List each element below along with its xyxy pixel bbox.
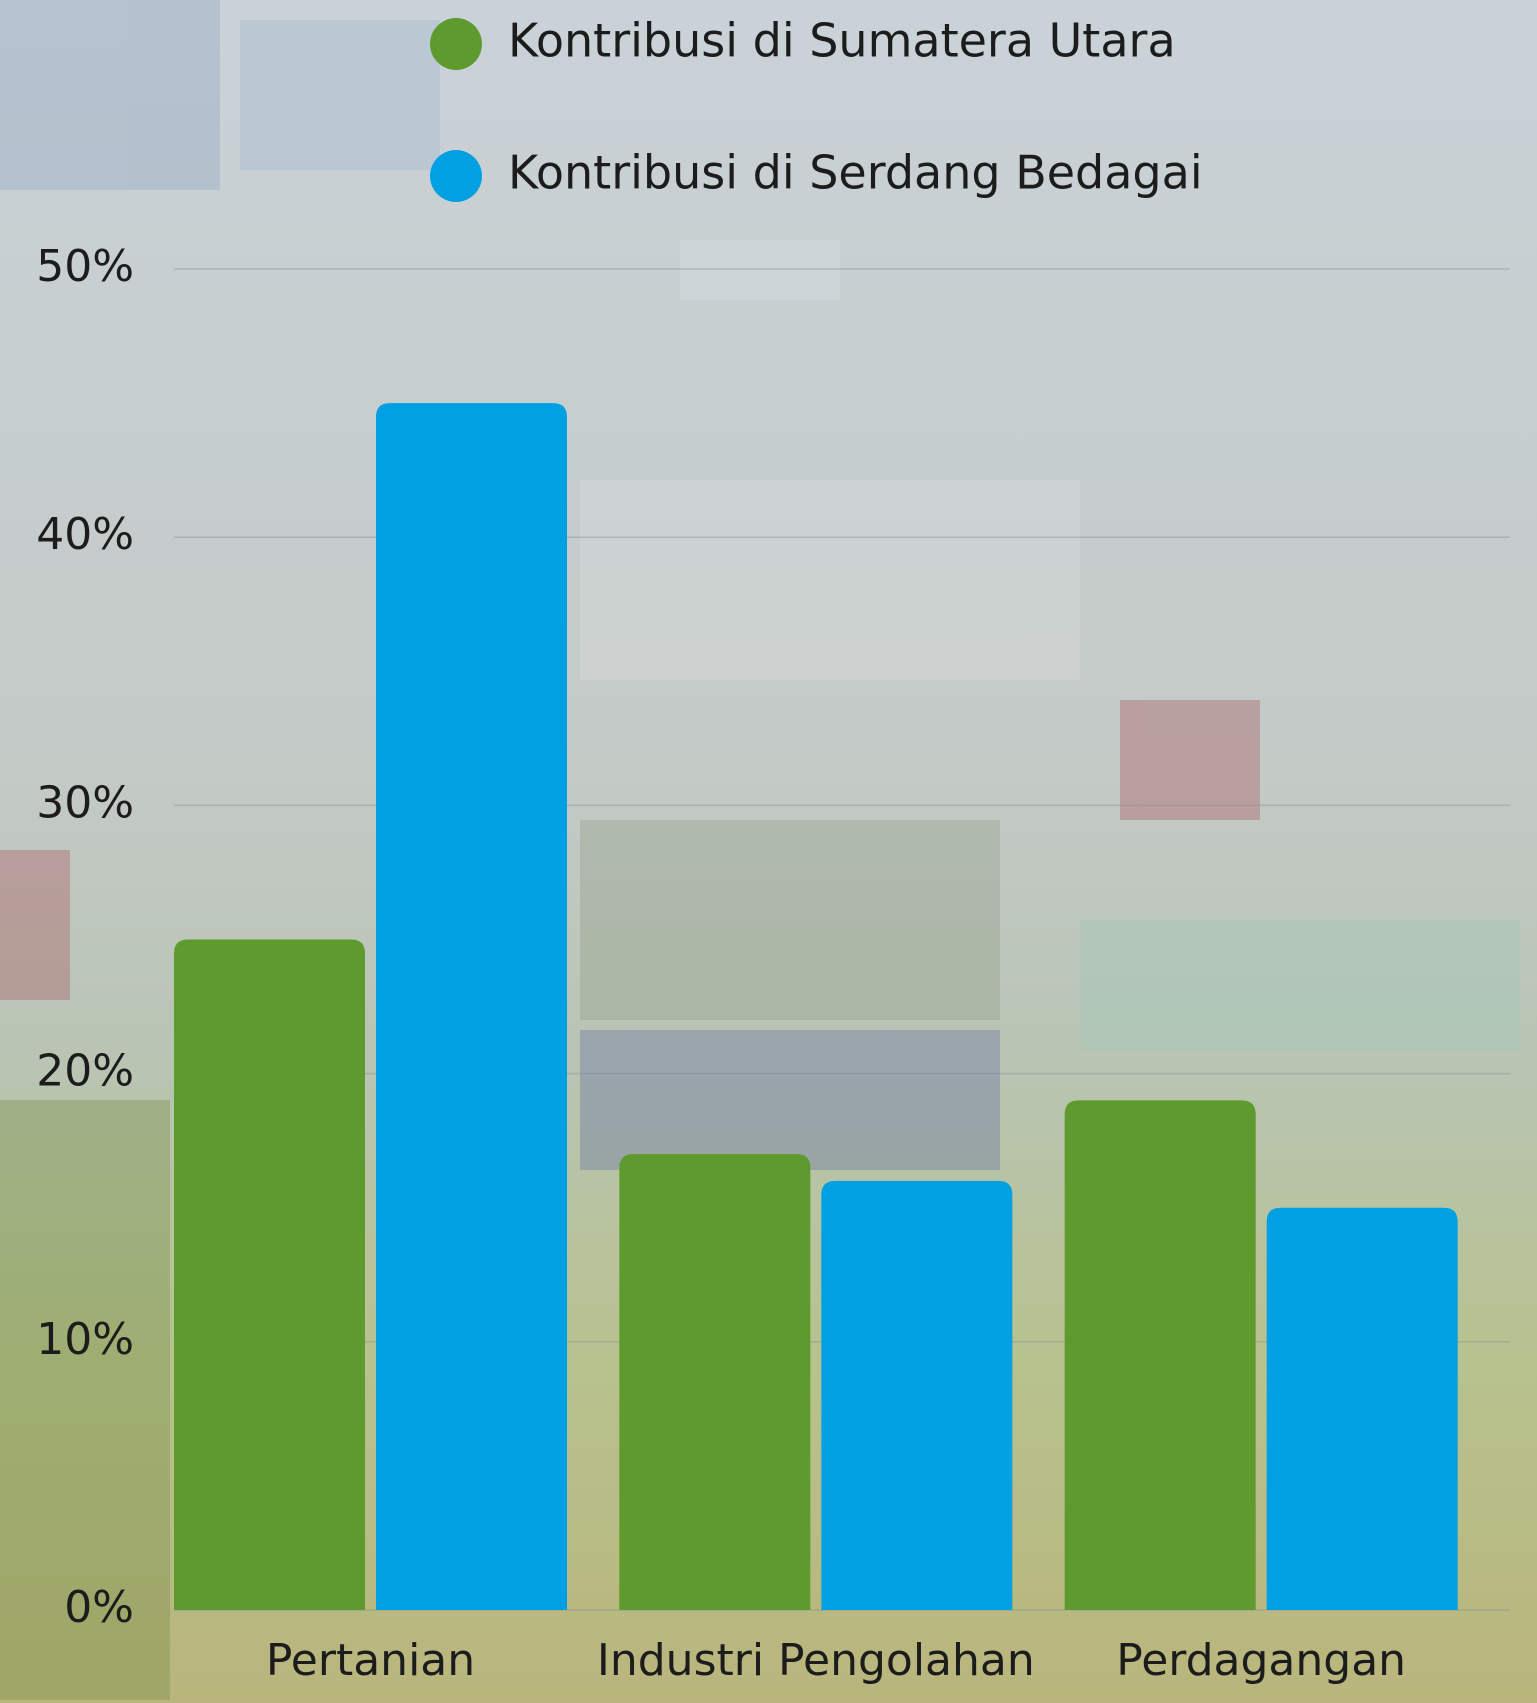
y-tick-label: 20% — [36, 1046, 134, 1097]
y-tick-label: 10% — [36, 1314, 134, 1365]
bar — [376, 403, 567, 1610]
y-tick-label: 0% — [64, 1582, 134, 1633]
bar — [174, 940, 365, 1611]
bar — [821, 1181, 1012, 1610]
legend-label: Kontribusi di Sumatera Utara — [508, 14, 1176, 68]
y-tick-label: 50% — [36, 241, 134, 292]
x-tick-label: Pertanian — [266, 1635, 475, 1686]
y-tick-label: 30% — [36, 777, 134, 828]
legend-label: Kontribusi di Serdang Bedagai — [508, 146, 1203, 200]
bar — [1065, 1100, 1256, 1610]
y-tick-label: 40% — [36, 509, 134, 560]
x-tick-label: Perdagangan — [1116, 1635, 1406, 1686]
chart: 0% 10% 20% 30% 40% 50% Pertanian Industri Pengo… — [0, 0, 1537, 1703]
x-tick-label: Industri Pengolahan — [597, 1635, 1035, 1686]
bar — [619, 1154, 810, 1610]
page: {"chart_data": {"type": "bar", "categori… — [0, 0, 1537, 1703]
bar — [1267, 1208, 1458, 1610]
legend-swatch — [430, 150, 482, 202]
legend-swatch — [430, 18, 482, 70]
